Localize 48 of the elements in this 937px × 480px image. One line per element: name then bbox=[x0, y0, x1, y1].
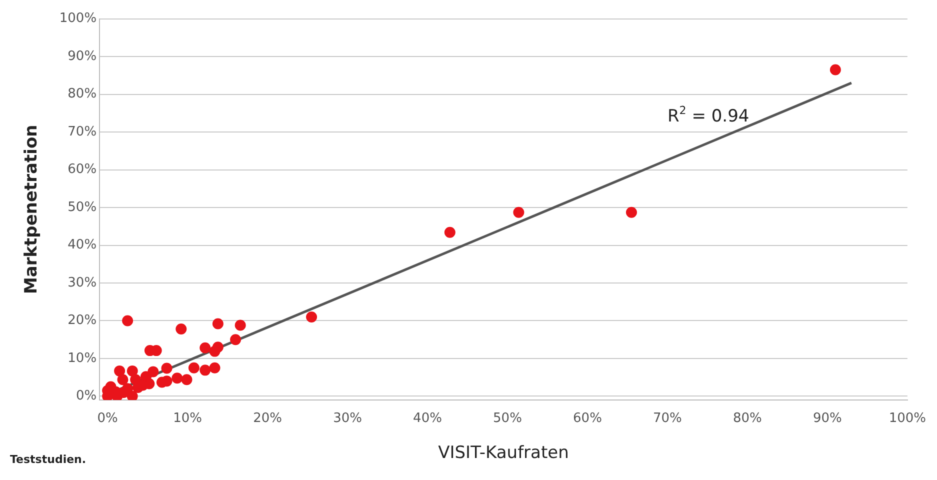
point bbox=[117, 374, 128, 386]
point bbox=[172, 372, 183, 384]
y-axis-title: Marktpenetration bbox=[22, 124, 42, 294]
x-tick-label: 0% bbox=[97, 411, 118, 426]
x-tick-label: 100% bbox=[888, 411, 926, 426]
x-tick-label: 40% bbox=[413, 411, 442, 426]
point bbox=[122, 315, 134, 326]
point bbox=[306, 311, 318, 322]
y-tick-label: 0% bbox=[76, 388, 97, 404]
y-tick-label: 40% bbox=[68, 238, 97, 253]
point bbox=[188, 362, 200, 374]
x-tick-label: 20% bbox=[253, 411, 282, 426]
point bbox=[176, 324, 187, 335]
y-tick-label: 60% bbox=[68, 162, 97, 178]
point bbox=[114, 365, 126, 376]
point bbox=[209, 362, 220, 374]
point bbox=[181, 374, 192, 386]
x-tick-label: 30% bbox=[333, 411, 362, 426]
point bbox=[830, 64, 841, 76]
x-tick-label: 50% bbox=[493, 411, 522, 426]
point bbox=[161, 362, 172, 374]
y-tick-label: 30% bbox=[68, 275, 97, 290]
y-tick-label: 10% bbox=[68, 350, 97, 366]
y-tick-label: 90% bbox=[68, 48, 97, 64]
x-tick-label: 10% bbox=[173, 411, 202, 426]
x-tick-label: 60% bbox=[573, 411, 602, 426]
point bbox=[626, 206, 637, 218]
point bbox=[513, 206, 524, 218]
point bbox=[148, 366, 159, 378]
x-tick-label: 70% bbox=[653, 411, 682, 426]
x-tick-label: 80% bbox=[732, 411, 762, 426]
point bbox=[126, 365, 138, 376]
point bbox=[230, 334, 242, 346]
point bbox=[234, 320, 246, 331]
point bbox=[444, 226, 456, 238]
text: Teststudien. bbox=[10, 452, 86, 466]
point bbox=[200, 342, 211, 354]
y-tick-label: 50% bbox=[68, 200, 97, 215]
x-tick-label: 90% bbox=[812, 411, 842, 426]
x-axis-title: VISIT-Kaufraten bbox=[438, 443, 569, 464]
y-tick-label: 70% bbox=[68, 124, 97, 140]
point bbox=[209, 346, 220, 357]
y-tick-label: 80% bbox=[68, 86, 97, 102]
point bbox=[200, 364, 211, 376]
point bbox=[212, 318, 224, 330]
y-tick-label: 20% bbox=[68, 313, 97, 328]
point bbox=[126, 390, 138, 400]
y-tick-label: 100% bbox=[59, 11, 97, 26]
